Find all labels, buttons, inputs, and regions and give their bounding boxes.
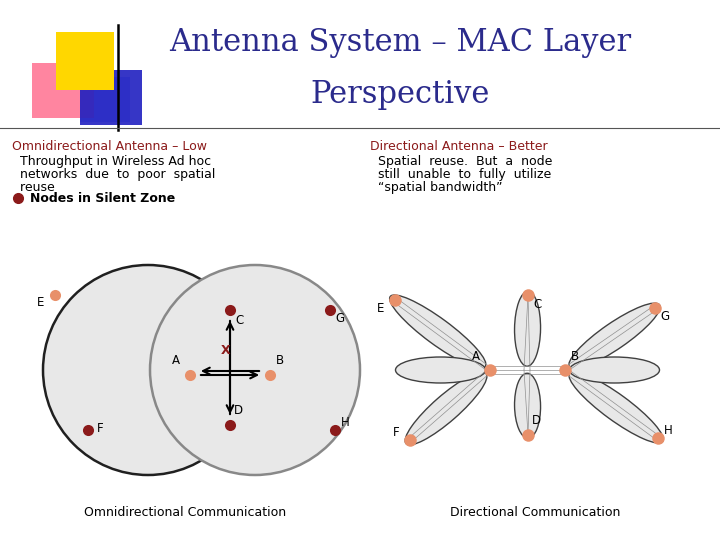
Ellipse shape (390, 295, 486, 368)
Text: A: A (472, 349, 480, 362)
Text: Directional Communication: Directional Communication (450, 505, 620, 518)
Text: D: D (233, 404, 243, 417)
Text: Nodes in Silent Zone: Nodes in Silent Zone (30, 192, 175, 205)
Ellipse shape (515, 291, 541, 366)
Text: D: D (531, 415, 541, 428)
Text: B: B (571, 349, 579, 362)
Ellipse shape (515, 373, 541, 438)
FancyBboxPatch shape (56, 32, 114, 90)
Text: A: A (172, 354, 180, 368)
Ellipse shape (405, 372, 487, 445)
Text: H: H (664, 423, 672, 436)
Ellipse shape (395, 357, 485, 383)
Text: still  unable  to  fully  utilize: still unable to fully utilize (370, 168, 552, 181)
FancyBboxPatch shape (80, 77, 130, 122)
Text: G: G (660, 309, 670, 322)
Text: Spatial  reuse.  But  a  node: Spatial reuse. But a node (370, 155, 552, 168)
Text: C: C (236, 314, 244, 327)
Circle shape (150, 265, 360, 475)
Text: G: G (336, 312, 345, 325)
Ellipse shape (569, 303, 660, 369)
Ellipse shape (569, 372, 663, 443)
Text: reuse: reuse (12, 181, 55, 194)
Ellipse shape (570, 357, 660, 383)
Text: Directional Antenna – Better: Directional Antenna – Better (370, 140, 548, 153)
Text: B: B (276, 354, 284, 368)
FancyBboxPatch shape (80, 70, 142, 125)
Text: “spatial bandwidth”: “spatial bandwidth” (370, 181, 503, 194)
Text: E: E (377, 301, 384, 314)
Text: X: X (221, 343, 231, 356)
Text: Omnidirectional Antenna – Low: Omnidirectional Antenna – Low (12, 140, 207, 153)
Text: Throughput in Wireless Ad hoc: Throughput in Wireless Ad hoc (12, 155, 211, 168)
FancyBboxPatch shape (32, 63, 94, 118)
Text: F: F (392, 426, 400, 438)
Text: C: C (534, 299, 542, 312)
Text: F: F (96, 422, 103, 435)
Text: H: H (341, 415, 349, 429)
Circle shape (43, 265, 253, 475)
Text: Omnidirectional Communication: Omnidirectional Communication (84, 505, 286, 518)
Text: Antenna System – MAC Layer: Antenna System – MAC Layer (169, 26, 631, 57)
Text: Perspective: Perspective (310, 79, 490, 111)
Text: E: E (37, 296, 45, 309)
Text: networks  due  to  poor  spatial: networks due to poor spatial (12, 168, 215, 181)
